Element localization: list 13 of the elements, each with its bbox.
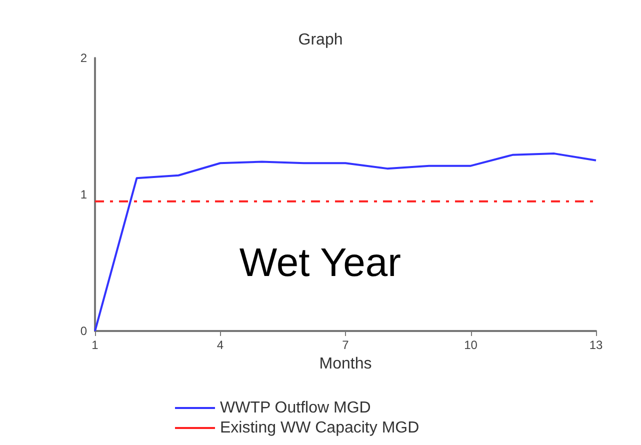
chart-title: Graph <box>298 32 343 48</box>
y-tick-label: 1 <box>80 188 88 202</box>
y-tick-label: 2 <box>80 51 88 65</box>
x-tick-label: 10 <box>464 338 478 352</box>
x-tick-label: 1 <box>92 338 99 352</box>
x-tick-label: 7 <box>342 338 350 352</box>
annotation: Wet Year <box>239 241 401 285</box>
x-axis-title: Months <box>319 355 372 372</box>
x-tick-label: 4 <box>216 338 224 352</box>
legend-label: WWTP Outflow MGD <box>220 400 371 416</box>
y-tick-label: 0 <box>80 324 88 338</box>
legend-label: Existing WW Capacity MGD <box>220 420 420 436</box>
x-tick-label: 13 <box>589 338 603 352</box>
